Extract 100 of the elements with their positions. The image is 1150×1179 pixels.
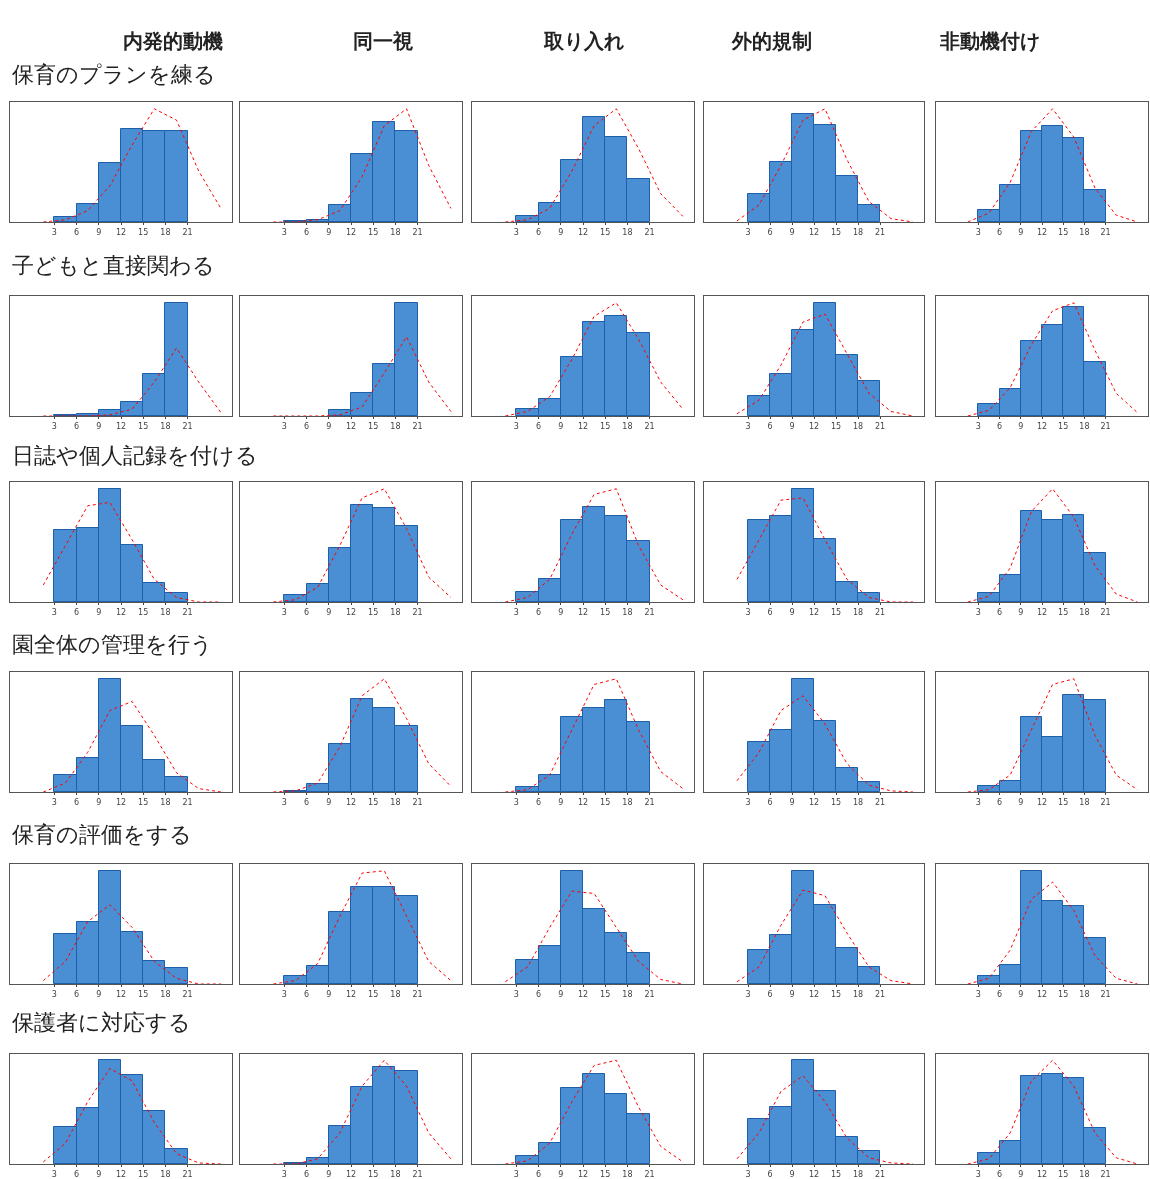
- x-tick-label: 6: [997, 227, 1003, 237]
- x-tick-label: 3: [975, 421, 981, 431]
- x-tick-label: 21: [182, 797, 193, 807]
- x-tick-label: 9: [96, 1169, 102, 1179]
- x-tick-label: 12: [808, 797, 820, 807]
- x-tick-label: 3: [281, 421, 287, 431]
- x-tick-label: 12: [115, 227, 127, 237]
- x-tick-label: 6: [304, 1169, 310, 1179]
- x-tick-label: 18: [160, 989, 171, 999]
- x-tick-label: 12: [577, 797, 589, 807]
- x-tick-label: 21: [644, 421, 655, 431]
- x-tick-label: 18: [622, 1169, 633, 1179]
- x-tick-label: 3: [975, 607, 981, 617]
- x-tick-label: 12: [345, 989, 357, 999]
- x-tick-label: 15: [830, 421, 842, 431]
- x-tick-label: 9: [558, 797, 564, 807]
- x-tick-label: 12: [808, 421, 820, 431]
- x-tick-label: 6: [997, 797, 1003, 807]
- x-tick-label: 21: [644, 797, 655, 807]
- chart-title: 取り入れ: [543, 29, 624, 53]
- x-tick-label: 21: [1100, 1169, 1111, 1179]
- x-tick-label: 18: [390, 797, 401, 807]
- x-tick-label: 3: [745, 227, 751, 237]
- x-tick-label: 3: [281, 1169, 287, 1179]
- x-tick-label: 6: [767, 227, 773, 237]
- x-tick-label: 15: [830, 1169, 842, 1179]
- x-tick-label: 18: [1079, 227, 1090, 237]
- x-tick-label: 9: [96, 227, 102, 237]
- x-tick-label: 3: [281, 797, 287, 807]
- x-tick-label: 3: [51, 1169, 57, 1179]
- x-tick-label: 15: [1058, 421, 1069, 431]
- x-tick-label: 15: [1058, 227, 1069, 237]
- x-tick-label: 15: [1058, 797, 1069, 807]
- x-tick-label: 3: [51, 421, 57, 431]
- x-tick-label: 18: [852, 227, 864, 237]
- x-tick-label: 9: [789, 989, 795, 999]
- x-tick-label: 9: [1018, 1169, 1024, 1179]
- x-tick-label: 6: [74, 227, 80, 237]
- x-tick-label: 21: [874, 797, 886, 807]
- x-tick-label: 9: [326, 989, 332, 999]
- x-tick-label: 15: [830, 797, 842, 807]
- x-tick-label: 21: [644, 227, 655, 237]
- x-tick-label: 9: [789, 607, 795, 617]
- x-tick-label: 18: [390, 421, 401, 431]
- x-tick-label: 21: [1100, 227, 1111, 237]
- x-tick-label: 18: [852, 797, 864, 807]
- x-tick-label: 18: [390, 989, 401, 999]
- x-tick-label: 9: [1018, 227, 1024, 237]
- x-tick-label: 18: [622, 797, 633, 807]
- x-tick-label: 15: [1058, 607, 1069, 617]
- x-tick-label: 6: [997, 607, 1003, 617]
- x-tick-label: 9: [789, 797, 795, 807]
- x-tick-label: 15: [600, 1169, 611, 1179]
- x-tick-label: 15: [600, 989, 611, 999]
- x-tick-label: 18: [1079, 797, 1090, 807]
- x-tick-label: 12: [345, 1169, 357, 1179]
- x-tick-label: 12: [345, 797, 357, 807]
- x-tick-label: 21: [412, 1169, 423, 1179]
- x-tick-label: 6: [767, 1169, 773, 1179]
- x-tick-label: 9: [789, 1169, 795, 1179]
- x-tick-label: 15: [1058, 989, 1069, 999]
- x-tick-label: 21: [644, 607, 655, 617]
- x-tick-label: 21: [874, 607, 886, 617]
- x-tick-label: 6: [74, 989, 80, 999]
- x-tick-label: 21: [412, 421, 423, 431]
- x-tick-label: 18: [1079, 1169, 1090, 1179]
- x-tick-label: 18: [1079, 989, 1090, 999]
- x-tick-label: 9: [326, 227, 332, 237]
- x-tick-label: 15: [368, 1169, 379, 1179]
- x-tick-label: 6: [536, 989, 542, 999]
- x-tick-label: 12: [808, 989, 820, 999]
- x-tick-label: 6: [536, 421, 542, 431]
- x-tick-label: 6: [767, 989, 773, 999]
- x-tick-label: 3: [51, 989, 57, 999]
- x-tick-label: 12: [808, 1169, 820, 1179]
- x-tick-label: 12: [577, 1169, 589, 1179]
- chart-title: 内発的動機: [123, 29, 223, 53]
- x-tick-label: 15: [138, 1169, 149, 1179]
- x-tick-label: 9: [326, 607, 332, 617]
- x-tick-label: 18: [622, 227, 633, 237]
- x-tick-label: 12: [115, 421, 127, 431]
- x-tick-label: 3: [281, 989, 287, 999]
- x-tick-label: 18: [160, 607, 171, 617]
- x-tick-label: 6: [304, 227, 310, 237]
- x-tick-label: 18: [160, 227, 171, 237]
- x-tick-label: 12: [1036, 421, 1048, 431]
- x-tick-label: 15: [368, 989, 379, 999]
- x-tick-label: 3: [745, 989, 751, 999]
- x-tick-label: 6: [304, 421, 310, 431]
- x-tick-label: 15: [830, 989, 842, 999]
- x-tick-label: 3: [745, 421, 751, 431]
- x-tick-label: 9: [96, 607, 102, 617]
- x-tick-label: 3: [281, 607, 287, 617]
- x-tick-label: 6: [767, 797, 773, 807]
- x-tick-label: 6: [997, 989, 1003, 999]
- x-tick-label: 3: [513, 421, 519, 431]
- x-tick-label: 12: [115, 797, 127, 807]
- x-tick-label: 18: [852, 1169, 864, 1179]
- x-tick-label: 18: [390, 607, 401, 617]
- x-tick-label: 6: [536, 607, 542, 617]
